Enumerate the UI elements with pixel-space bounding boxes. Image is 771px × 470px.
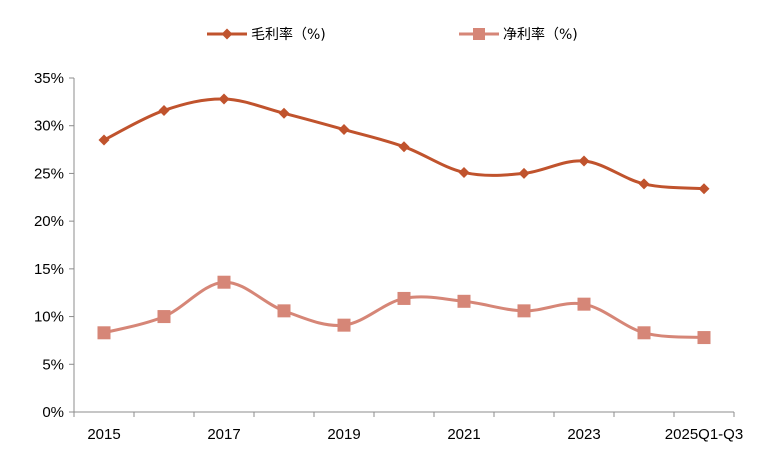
data-point-net-margin xyxy=(637,326,651,340)
data-point-net-margin xyxy=(337,318,351,332)
x-tick-label: 2019 xyxy=(327,426,360,443)
x-tick-label: 2021 xyxy=(447,426,480,443)
data-point-gross-margin xyxy=(398,141,410,153)
x-tick-label: 2025Q1-Q3 xyxy=(665,426,743,443)
data-point-gross-margin xyxy=(218,93,230,105)
data-point-gross-margin xyxy=(638,178,650,190)
data-point-gross-margin xyxy=(518,167,530,179)
data-point-gross-margin xyxy=(98,134,110,146)
data-point-net-margin xyxy=(157,310,171,324)
legend-item-net-margin: 净利率（%) xyxy=(459,26,578,43)
y-tick-label: 20% xyxy=(34,213,64,230)
y-tick-label: 30% xyxy=(34,118,64,135)
y-tick-label: 10% xyxy=(34,309,64,326)
data-point-net-margin xyxy=(457,294,471,308)
data-point-gross-margin xyxy=(278,107,290,119)
data-point-net-margin xyxy=(577,297,591,311)
legend-label-net-margin: 净利率（%) xyxy=(503,26,578,43)
legend-label-gross-margin: 毛利率（%) xyxy=(251,26,326,43)
series-line-net-margin xyxy=(103,280,705,340)
data-point-gross-margin xyxy=(338,124,350,136)
x-tick-label: 2023 xyxy=(567,426,600,443)
data-point-gross-margin xyxy=(578,155,590,167)
data-point-gross-margin xyxy=(458,166,470,178)
series-gross-margin xyxy=(98,93,710,195)
data-point-gross-margin xyxy=(158,104,170,116)
x-tick-label: 2017 xyxy=(207,426,240,443)
legend-item-gross-margin: 毛利率（%) xyxy=(207,26,326,43)
series-net-margin xyxy=(97,275,711,345)
x-tick-label: 2015 xyxy=(87,426,120,443)
data-point-net-margin xyxy=(397,291,411,305)
data-point-net-margin xyxy=(277,304,291,318)
data-point-net-margin xyxy=(697,331,711,345)
chart-legend: 毛利率（%) 净利率（%) xyxy=(207,26,578,43)
chart-series xyxy=(97,93,711,345)
y-tick-label: 5% xyxy=(42,356,64,373)
data-point-net-margin xyxy=(517,304,531,318)
y-tick-label: 0% xyxy=(42,404,64,421)
data-point-net-margin xyxy=(97,326,111,340)
data-point-gross-margin xyxy=(698,183,710,195)
y-tick-label: 15% xyxy=(34,261,64,278)
y-tick-label: 35% xyxy=(34,70,64,87)
data-point-net-margin xyxy=(217,275,231,289)
legend-marker-gross-margin xyxy=(221,28,233,40)
chart-axes: 0% 5% 10% 15% 20% 25% 30% 35% 2015 2017 2019 2021 20… xyxy=(34,70,743,443)
legend-marker-net-margin xyxy=(473,28,485,40)
y-tick-label: 25% xyxy=(34,165,64,182)
